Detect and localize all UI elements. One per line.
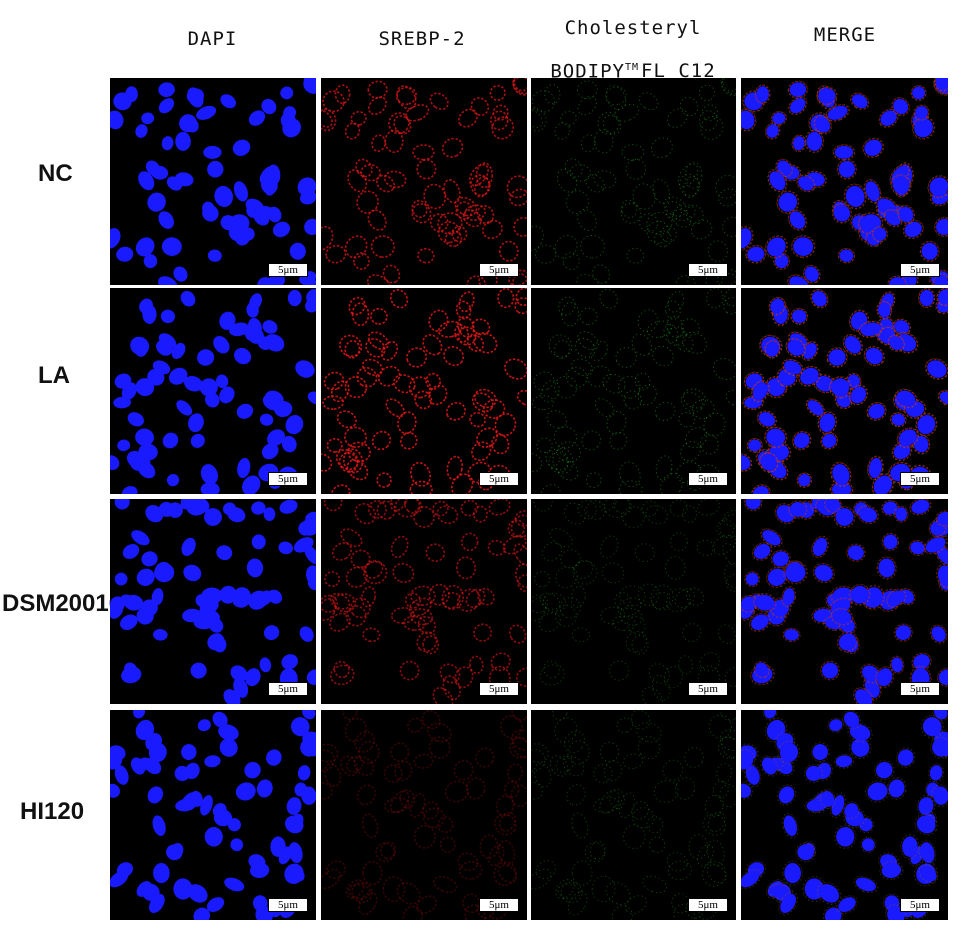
micrograph-srebp2-la: 5μm <box>321 288 527 494</box>
micrograph-image <box>110 289 316 494</box>
scale-bar: 5μm <box>479 472 519 486</box>
micrograph-image <box>110 78 316 285</box>
row-label-nc: NC <box>38 160 73 187</box>
micrograph-image <box>110 499 316 704</box>
scale-bar: 5μm <box>688 472 728 486</box>
micrograph-image <box>741 499 948 704</box>
micrograph-image <box>321 499 527 704</box>
micrograph-image <box>531 499 736 704</box>
row-label-hi120: HI120 <box>20 798 85 825</box>
scale-bar: 5μm <box>479 898 519 912</box>
micrograph-dapi-dsm20016: 5μm <box>110 499 316 704</box>
micrograph-image <box>741 78 948 285</box>
column-header-bodipy-line2: BODIPYTM FL C12 <box>550 60 716 83</box>
scale-bar: 5μm <box>900 263 940 277</box>
scale-bar: 5μm <box>479 263 519 277</box>
scale-bar: 5μm <box>900 682 940 696</box>
micrograph-merge-hi120: 5μm <box>741 710 948 920</box>
micrograph-dapi-nc: 5μm <box>110 78 316 285</box>
column-header-bodipy-line1: Cholesteryl <box>564 17 702 39</box>
column-header-srebp2: SREBP-2 <box>378 28 466 50</box>
micrograph-image <box>531 78 736 285</box>
micrograph-merge-la: 5μm <box>741 288 948 494</box>
scale-bar: 5μm <box>268 898 308 912</box>
micrograph-srebp2-dsm20016: 5μm <box>321 499 527 704</box>
micrograph-image <box>531 288 736 494</box>
micrograph-bodipy-la: 5μm <box>531 288 736 494</box>
micrograph-dapi-la: 5μm <box>110 288 316 494</box>
column-header-bodipy: Cholesteryl BODIPYTM FL C12 <box>528 4 738 95</box>
micrograph-image <box>321 288 527 494</box>
micrograph-image <box>110 710 316 920</box>
scale-bar: 5μm <box>268 263 308 277</box>
scale-bar: 5μm <box>900 472 940 486</box>
micrograph-image <box>531 710 736 920</box>
micrograph-image <box>741 288 948 494</box>
scale-bar: 5μm <box>479 682 519 696</box>
scale-bar: 5μm <box>268 682 308 696</box>
micrograph-bodipy-hi120: 5μm <box>531 710 736 920</box>
micrograph-image <box>321 710 527 920</box>
scale-bar: 5μm <box>268 472 308 486</box>
micrograph-bodipy-nc: 5μm <box>531 78 736 285</box>
scale-bar: 5μm <box>900 898 940 912</box>
row-label-dsm20016: DSM20016 <box>2 590 123 617</box>
micrograph-srebp2-hi120: 5μm <box>321 710 527 920</box>
micrograph-bodipy-dsm20016: 5μm <box>531 499 736 704</box>
micrograph-image <box>321 78 527 285</box>
micrograph-merge-dsm20016: 5μm <box>741 499 948 704</box>
scale-bar: 5μm <box>688 263 728 277</box>
micrograph-image <box>741 710 948 920</box>
column-header-merge: MERGE <box>813 24 877 46</box>
micrograph-merge-nc: 5μm <box>741 78 948 285</box>
micrograph-dapi-hi120: 5μm <box>110 710 316 920</box>
column-header-dapi: DAPI <box>187 28 238 50</box>
scale-bar: 5μm <box>688 682 728 696</box>
row-label-la: LA <box>38 362 70 389</box>
scale-bar: 5μm <box>688 898 728 912</box>
micrograph-srebp2-nc: 5μm <box>321 78 527 285</box>
